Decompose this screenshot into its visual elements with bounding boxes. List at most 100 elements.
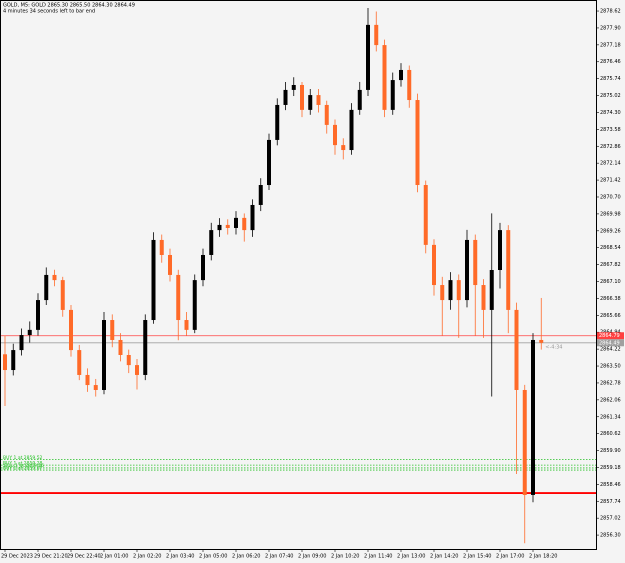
candle-body	[489, 270, 494, 310]
candle-body	[151, 239, 156, 321]
candle-body	[415, 100, 420, 186]
y-tick-label: 2857.02	[600, 516, 621, 522]
x-tick-label: 2 Jan 10:20	[331, 554, 359, 560]
candle-body	[192, 280, 197, 330]
y-tick-label: 2862.78	[600, 380, 621, 386]
candle-body	[3, 354, 7, 371]
candle-body	[267, 139, 271, 186]
candle-body	[69, 309, 73, 351]
x-tick-label: 29 Dec 22:40	[67, 554, 101, 560]
candle-body	[159, 239, 164, 255]
candle-body	[11, 350, 16, 371]
x-tick-label: 2 Jan 02:20	[133, 554, 161, 560]
candle-body	[374, 24, 379, 46]
candle-body	[60, 280, 65, 310]
x-tick-label: 2 Jan 01:00	[100, 554, 128, 560]
y-tick-label: 2859.90	[600, 448, 621, 454]
y-tick-label: 2858.46	[600, 482, 621, 488]
candle-body	[341, 145, 346, 151]
order-label: BUY 1 at 2859.28	[3, 460, 43, 466]
y-tick-label: 2877.90	[600, 25, 621, 31]
candle-body	[44, 274, 49, 301]
y-tick-label: 2867.82	[600, 262, 621, 268]
candle-body	[52, 274, 57, 281]
candle-body	[176, 274, 181, 321]
y-tick-label: 2873.58	[600, 127, 621, 133]
candle-body	[225, 224, 230, 228]
price-tag-label: 2864.49	[599, 340, 620, 346]
y-tick-label: 2869.98	[600, 211, 621, 217]
candle-body	[539, 339, 544, 343]
candle-body	[440, 285, 445, 301]
x-tick-label: 2 Jan 05:00	[199, 554, 227, 560]
candle-body	[102, 320, 106, 390]
candle-body	[217, 224, 222, 231]
candle-body	[168, 254, 172, 275]
candle-body	[93, 385, 98, 390]
candle-body	[423, 185, 428, 245]
x-tick-label: 2 Jan 18:20	[529, 554, 557, 560]
y-tick-label: 2857.74	[600, 499, 621, 505]
candle-body	[77, 350, 82, 375]
x-tick-label: 2 Jan 03:40	[166, 554, 194, 560]
y-tick-label: 2877.18	[600, 42, 621, 48]
y-tick-label: 2875.02	[600, 93, 621, 99]
candle-body	[465, 239, 469, 301]
candle-body	[514, 309, 519, 390]
countdown: <-4:34	[545, 344, 562, 350]
candle-body	[498, 230, 502, 271]
candle-body	[126, 355, 131, 366]
candle-body	[473, 239, 478, 286]
candle-body	[357, 89, 362, 110]
candle-body	[209, 230, 214, 255]
x-tick-label: 2 Jan 06:20	[232, 554, 260, 560]
y-tick-label: 2871.42	[600, 178, 621, 184]
x-tick-label: 2 Jan 15:40	[463, 554, 491, 560]
candle-body	[366, 24, 370, 90]
candle-body	[234, 217, 238, 228]
y-tick-label: 2866.38	[600, 296, 621, 302]
y-tick-label: 2865.66	[600, 313, 621, 319]
candle-body	[85, 374, 90, 386]
candle-body	[308, 95, 313, 110]
price-tag	[597, 339, 624, 347]
candle-body	[250, 204, 255, 231]
plot-frame	[0, 0, 597, 550]
price-tag-label: 2864.79	[599, 333, 620, 339]
candle-body	[135, 365, 139, 375]
y-tick-label: 2870.70	[600, 194, 621, 200]
candle-body	[432, 244, 436, 286]
candle-body	[143, 320, 148, 375]
x-tick-label: 29 Dec 21:20	[34, 554, 68, 560]
candle-body	[110, 320, 115, 340]
y-tick-label: 2860.62	[600, 431, 621, 437]
candle-body	[531, 339, 535, 495]
candle-body	[283, 89, 288, 105]
candle-body	[399, 69, 403, 81]
y-tick-label: 2863.50	[600, 364, 621, 370]
y-tick-label: 2864.22	[600, 347, 621, 353]
x-tick-label: 2 Jan 13:00	[397, 554, 425, 560]
order-label: SELL 1 at 2859.16	[3, 463, 44, 469]
x-tick-label: 2 Jan 17:00	[496, 554, 524, 560]
candle-body	[300, 84, 304, 110]
candle-body	[390, 80, 395, 110]
candle-body	[27, 329, 32, 336]
price-tag	[597, 332, 624, 340]
candle-body	[506, 230, 511, 310]
candle-body	[36, 300, 40, 330]
candle-body	[456, 280, 461, 301]
chart-subtitle: 4 minutes 34 seconds left to bar end	[3, 9, 95, 15]
candle-body	[118, 339, 123, 356]
candle-body	[258, 185, 263, 205]
x-tick-label: 2 Jan 09:00	[298, 554, 326, 560]
candle-body	[324, 104, 329, 125]
y-tick-label: 2862.06	[600, 397, 621, 403]
candle-body	[522, 389, 527, 495]
x-tick-label: 2 Jan 11:40	[364, 554, 392, 560]
y-tick-label: 2878.62	[600, 9, 621, 15]
y-tick-label: 2861.34	[600, 414, 621, 420]
candle-body	[242, 217, 247, 231]
